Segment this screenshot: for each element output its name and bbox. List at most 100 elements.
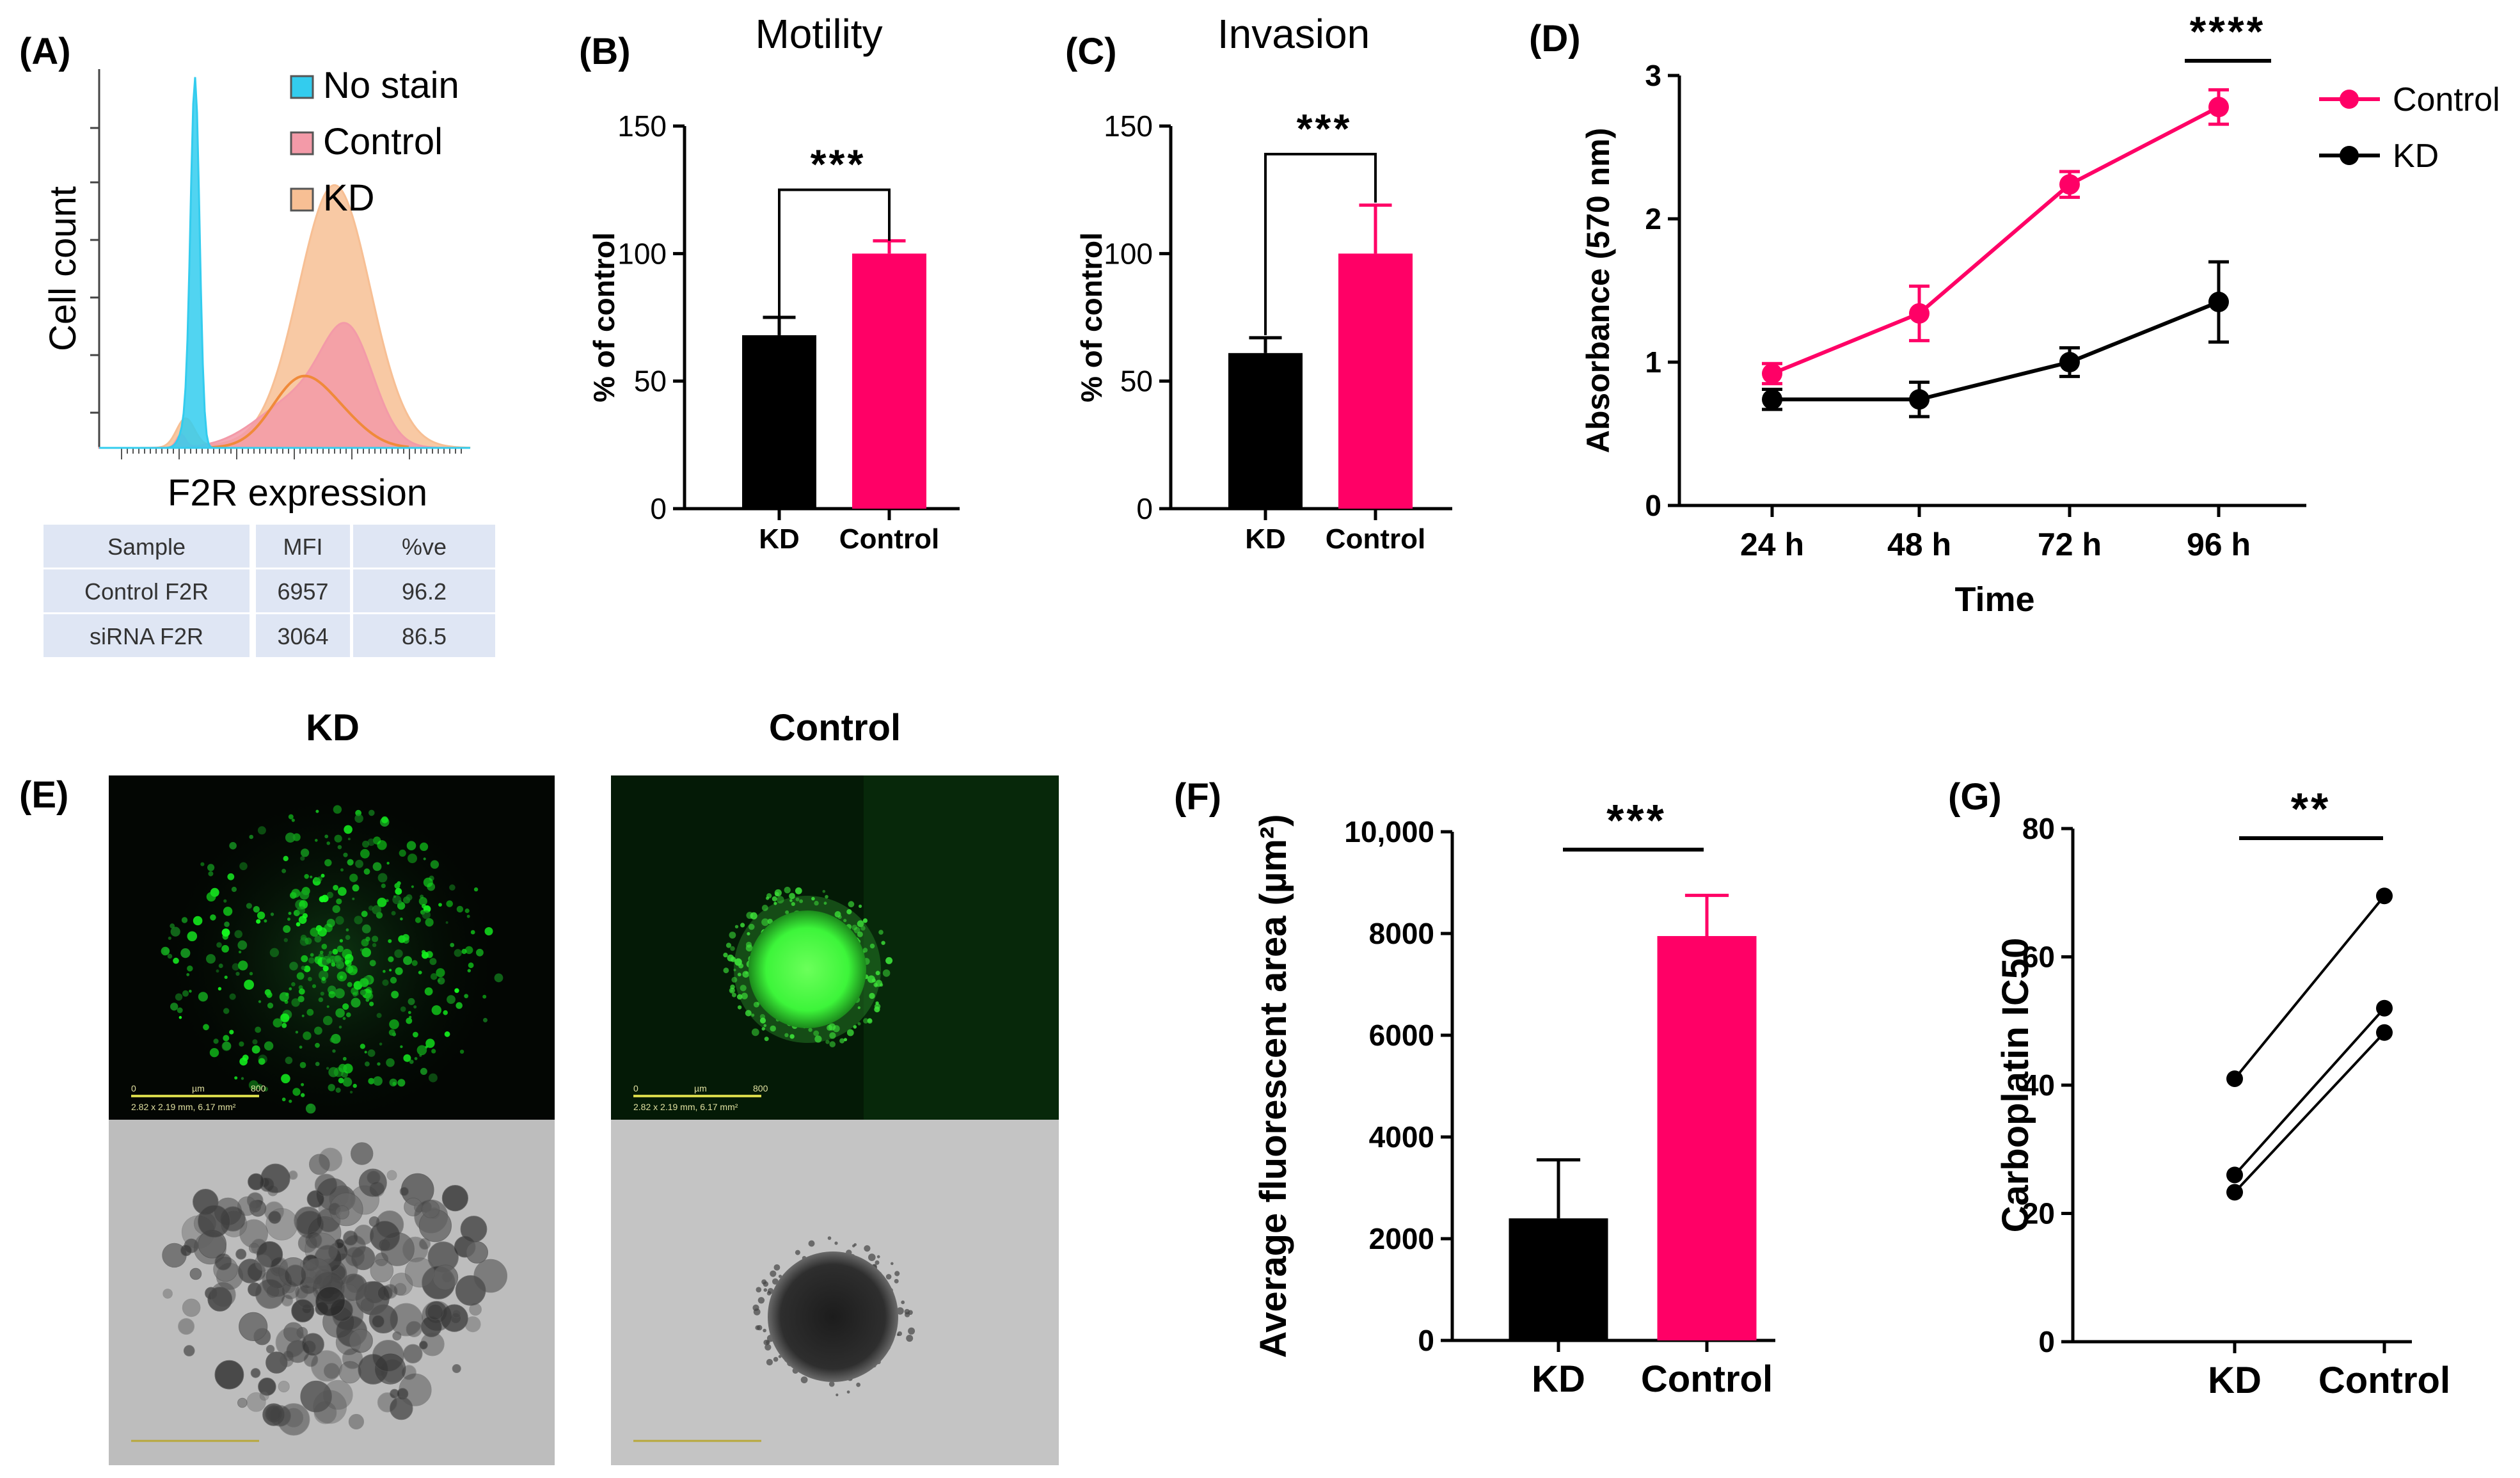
fluorescent-cell bbox=[232, 963, 240, 971]
fluorescent-speck bbox=[723, 967, 729, 974]
y-tick-label: 20 bbox=[2022, 1197, 2055, 1230]
panel-a-xlabel: F2R expression bbox=[168, 472, 427, 514]
control-fluorescence-image: 0 µm 800 2.82 x 2.19 mm, 6.17 mm² bbox=[611, 775, 1059, 1120]
brightfield-cell bbox=[370, 1259, 394, 1283]
fluorescent-cell bbox=[321, 944, 328, 950]
fluorescent-cell bbox=[431, 1049, 436, 1054]
brightfield-cell bbox=[305, 1231, 322, 1249]
fluorescent-speck bbox=[822, 889, 826, 893]
brightfield-cell bbox=[403, 1344, 423, 1364]
fluorescent-cell bbox=[287, 918, 290, 921]
fluorescent-cell bbox=[285, 992, 289, 996]
no-stain-histogram bbox=[99, 77, 470, 449]
fluorescent-cell bbox=[303, 965, 311, 973]
brightfield-cell bbox=[349, 1328, 373, 1353]
fluorescent-cell bbox=[167, 953, 173, 959]
fluorescent-cell bbox=[381, 816, 388, 823]
fluorescent-cell bbox=[319, 896, 326, 903]
fluorescent-cell bbox=[326, 841, 330, 845]
fluorescent-cell bbox=[270, 912, 274, 916]
chart-title: Motility bbox=[755, 11, 882, 57]
absorbance-line-chart: (D) Absorbance (570 nm) 0 1 2 3 24 h 48 h 72 h 96… bbox=[1529, 8, 2500, 619]
x-tick-label: Control bbox=[1326, 523, 1425, 555]
brightfield-cell bbox=[390, 1273, 413, 1296]
y-tick-label: 2 bbox=[1645, 202, 1661, 235]
table-cell-bg bbox=[44, 614, 250, 657]
brightfield-cell bbox=[452, 1309, 461, 1319]
fluorescent-cell bbox=[281, 1022, 287, 1028]
table-cell-bg bbox=[353, 525, 495, 568]
fluorescent-cell bbox=[335, 960, 345, 969]
fluorescent-cell bbox=[187, 965, 193, 972]
brightfield-speck bbox=[827, 1236, 832, 1240]
table-cell-bg bbox=[256, 569, 350, 612]
brightfield-speck bbox=[906, 1335, 914, 1342]
fluorescent-cell bbox=[216, 969, 219, 973]
fluorescent-speck bbox=[725, 942, 732, 948]
brightfield-speck bbox=[834, 1241, 838, 1245]
fluorescent-cell bbox=[189, 989, 192, 993]
fluorescent-cell bbox=[224, 921, 230, 927]
fluorescent-cell bbox=[364, 1051, 367, 1054]
panel-a-label: (A) bbox=[19, 31, 71, 72]
fluorescent-cell bbox=[237, 940, 248, 950]
fluorescent-speck bbox=[741, 992, 749, 999]
fluorescent-speck bbox=[832, 1025, 840, 1033]
fluorescent-speck bbox=[731, 976, 738, 983]
point-kd bbox=[2226, 1166, 2243, 1184]
brightfield-cell bbox=[394, 1283, 407, 1296]
point-control bbox=[2376, 887, 2393, 905]
panel-label: (C) bbox=[1065, 31, 1117, 72]
brightfield-cell bbox=[348, 1413, 365, 1430]
fluorescent-cell bbox=[420, 1068, 427, 1075]
brightfield-cell bbox=[284, 1264, 307, 1287]
fluorescent-cell bbox=[377, 873, 388, 883]
brightfield-speck bbox=[908, 1327, 915, 1335]
brightfield-cell bbox=[390, 1303, 423, 1337]
fluorescent-speck bbox=[862, 948, 868, 953]
fluorescent-cell bbox=[343, 852, 348, 857]
fluorescent-cell bbox=[393, 895, 396, 898]
data-point-control bbox=[1909, 303, 1930, 324]
fluorescent-speck bbox=[766, 893, 772, 899]
fluorescent-speck bbox=[774, 889, 782, 897]
fluorescent-cell bbox=[301, 955, 308, 962]
fluorescent-cell bbox=[425, 918, 434, 927]
fluorescent-cell bbox=[333, 885, 338, 891]
fluorescent-cell bbox=[429, 958, 437, 965]
fluorescent-speck bbox=[852, 925, 857, 930]
fluorescent-cell bbox=[318, 997, 324, 1003]
fluorescent-cell bbox=[326, 891, 333, 898]
fluorescent-cell bbox=[264, 1041, 274, 1051]
fluorescent-cell bbox=[334, 834, 342, 843]
kd-fluorescence-scale-bar: 0 µm 800 2.82 x 2.19 mm, 6.17 mm² bbox=[131, 1083, 266, 1112]
fluorescent-cell bbox=[340, 868, 344, 872]
fluorescent-cell bbox=[482, 994, 487, 999]
fluorescent-cell bbox=[355, 859, 363, 868]
fluorescent-cell bbox=[209, 1048, 219, 1058]
brightfield-cell bbox=[259, 1391, 269, 1401]
fluorescent-cell bbox=[231, 886, 237, 893]
fluorescent-cell bbox=[315, 1061, 320, 1067]
fluorescent-speck bbox=[857, 931, 863, 937]
brightfield-cell bbox=[255, 1254, 272, 1272]
scale-end: 800 bbox=[251, 1083, 266, 1093]
y-tick-label: 1 bbox=[1645, 346, 1661, 379]
fluorescent-cell bbox=[249, 972, 253, 976]
fluorescent-speck bbox=[875, 971, 880, 976]
fluorescent-cell bbox=[418, 971, 422, 974]
fluorescent-cell bbox=[177, 1007, 183, 1013]
fluorescent-cell bbox=[354, 916, 363, 925]
fluorescent-cell bbox=[403, 956, 413, 965]
fluorescent-speck bbox=[853, 1025, 857, 1029]
brightfield-cell bbox=[441, 1185, 469, 1212]
brightfield-speck bbox=[904, 1308, 910, 1315]
fluorescent-cell bbox=[289, 1099, 292, 1103]
fluorescent-cell bbox=[360, 989, 366, 996]
fluorescent-cell bbox=[283, 855, 289, 862]
fluorescent-cell bbox=[289, 987, 292, 990]
fluorescent-speck bbox=[764, 1037, 769, 1042]
fluorescent-cell bbox=[218, 964, 223, 968]
fluorescent-speck bbox=[829, 1032, 836, 1039]
significance-stars: **** bbox=[2190, 8, 2266, 55]
